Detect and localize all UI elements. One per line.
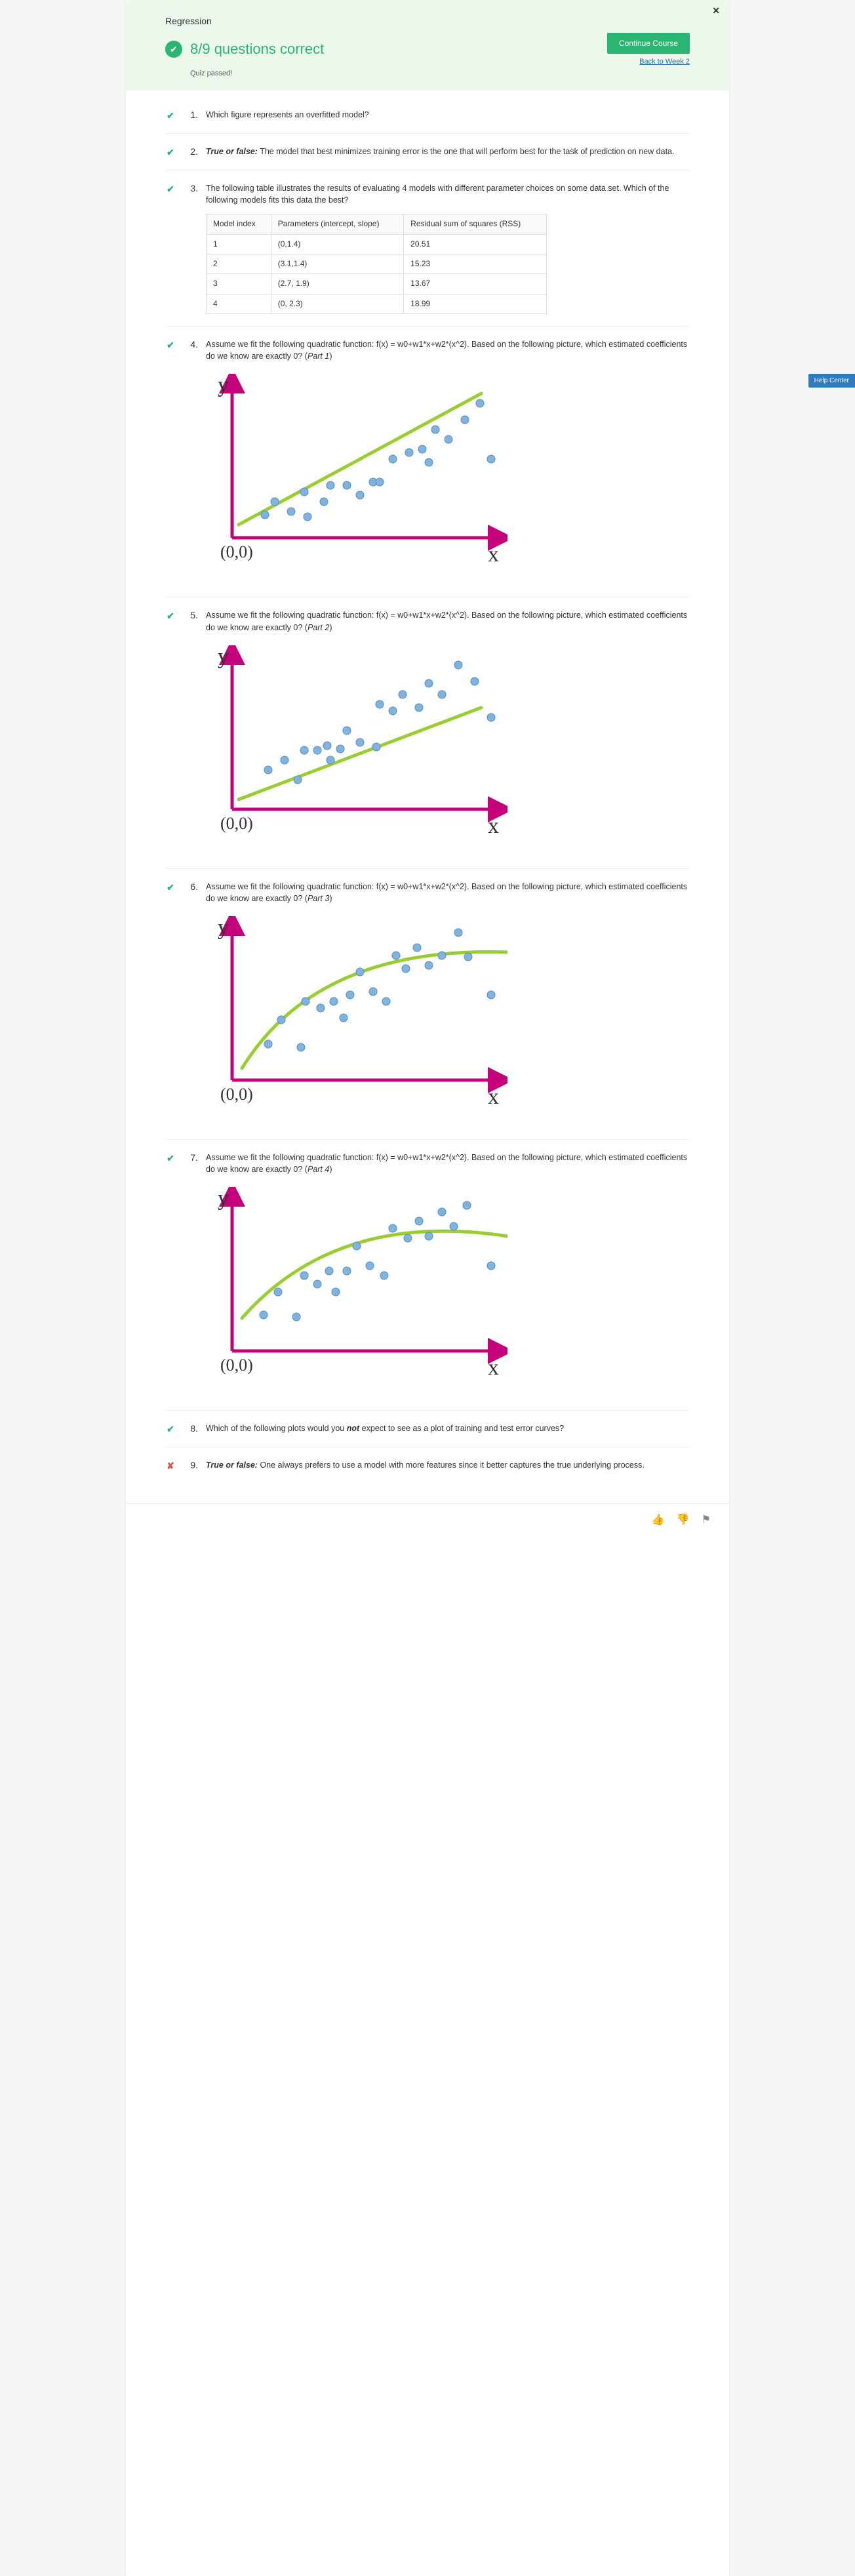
thumbs-down-icon[interactable]: 👎 (677, 1513, 690, 1526)
question-number: 6. (184, 881, 198, 892)
question-text: Which of the following plots would you n… (206, 1422, 690, 1434)
svg-text:(0,0): (0,0) (220, 1085, 253, 1104)
question-text: Assume we fit the following quadratic fu… (206, 609, 690, 856)
question-text: Assume we fit the following quadratic fu… (206, 338, 690, 585)
table-cell: 3 (207, 274, 271, 294)
question-status-icon: ✔ (165, 184, 176, 195)
chart: y x (0,0) (206, 1187, 690, 1384)
question-number: 5. (184, 610, 198, 620)
question-item: ✔ 8. Which of the following plots would … (165, 1410, 690, 1447)
question-number: 3. (184, 183, 198, 193)
question-number: 7. (184, 1152, 198, 1163)
chart: y x (0,0) (206, 916, 690, 1113)
svg-text:(0,0): (0,0) (220, 1356, 253, 1375)
chart: y x (0,0) (206, 374, 690, 571)
question-status-icon: ✔ (165, 611, 176, 622)
svg-text:x: x (488, 542, 499, 567)
question-number: 4. (184, 339, 198, 350)
table-header: Residual sum of squares (RSS) (404, 214, 547, 234)
feedback-bar: 👍 👎 ⚑ (126, 1503, 729, 1535)
table-row: 2(3.1,1.4)15.23 (207, 254, 547, 274)
question-item: ✔ 6. Assume we fit the following quadrat… (165, 868, 690, 1139)
question-text: Which figure represents an overfitted mo… (206, 109, 690, 121)
table-cell: 15.23 (404, 254, 547, 274)
table-cell: 4 (207, 294, 271, 313)
table-cell: 18.99 (404, 294, 547, 313)
table-row: 4(0, 2.3)18.99 (207, 294, 547, 313)
question-item: ✔ 4. Assume we fit the following quadrat… (165, 326, 690, 597)
quiz-header: Regression ✔ 8/9 questions correct Conti… (126, 0, 729, 91)
question-number: 8. (184, 1423, 198, 1434)
continue-course-button[interactable]: Continue Course (607, 33, 690, 54)
question-item: ✔ 1. Which figure represents an overfitt… (165, 97, 690, 133)
question-item: ✔ 7. Assume we fit the following quadrat… (165, 1139, 690, 1410)
question-status-icon: ✔ (165, 882, 176, 893)
svg-text:y: y (218, 374, 229, 397)
table-row: 3(2.7, 1.9)13.67 (207, 274, 547, 294)
question-item: ✘ 9. True or false: One always prefers t… (165, 1447, 690, 1483)
quiz-score: 8/9 questions correct (190, 41, 324, 58)
question-number: 1. (184, 110, 198, 120)
question-number: 2. (184, 146, 198, 157)
table-header: Model index (207, 214, 271, 234)
question-text: Assume we fit the following quadratic fu… (206, 881, 690, 1127)
data-table: Model indexParameters (intercept, slope)… (206, 214, 547, 314)
chart: y x (0,0) (206, 645, 690, 842)
svg-text:y: y (218, 645, 229, 669)
svg-text:x: x (488, 814, 499, 838)
question-status-icon: ✔ (165, 1424, 176, 1435)
svg-text:(0,0): (0,0) (220, 814, 253, 833)
question-text: The following table illustrates the resu… (206, 182, 690, 314)
question-item: ✔ 2. True or false: The model that best … (165, 133, 690, 170)
close-icon[interactable]: ✕ (712, 5, 720, 16)
table-cell: 20.51 (404, 234, 547, 254)
question-status-icon: ✔ (165, 147, 176, 158)
table-cell: 1 (207, 234, 271, 254)
question-status-icon: ✔ (165, 110, 176, 121)
question-number: 9. (184, 1460, 198, 1470)
table-row: 1(0,1.4)20.51 (207, 234, 547, 254)
thumbs-up-icon[interactable]: 👍 (652, 1513, 665, 1526)
check-circle-icon: ✔ (165, 41, 182, 58)
table-cell: (2.7, 1.9) (271, 274, 403, 294)
svg-text:y: y (218, 916, 229, 940)
table-cell: (0,1.4) (271, 234, 403, 254)
svg-text:x: x (488, 1356, 499, 1380)
question-text: True or false: The model that best minim… (206, 146, 690, 157)
svg-text:(0,0): (0,0) (220, 542, 253, 561)
back-to-week-link[interactable]: Back to Week 2 (639, 58, 690, 66)
table-cell: 2 (207, 254, 271, 274)
svg-text:x: x (488, 1085, 499, 1109)
quiz-title: Regression (165, 16, 690, 26)
help-center-tab[interactable]: Help Center (808, 374, 855, 388)
flag-icon[interactable]: ⚑ (702, 1513, 711, 1526)
question-text: Assume we fit the following quadratic fu… (206, 1152, 690, 1398)
question-text: True or false: One always prefers to use… (206, 1459, 690, 1471)
question-item: ✔ 5. Assume we fit the following quadrat… (165, 597, 690, 868)
svg-text:y: y (218, 1187, 229, 1211)
table-header: Parameters (intercept, slope) (271, 214, 403, 234)
question-status-icon: ✘ (165, 1460, 176, 1472)
question-status-icon: ✔ (165, 1153, 176, 1164)
question-status-icon: ✔ (165, 340, 176, 351)
question-list: ✔ 1. Which figure represents an overfitt… (126, 91, 729, 1503)
table-cell: (3.1,1.4) (271, 254, 403, 274)
table-cell: 13.67 (404, 274, 547, 294)
quiz-passed-label: Quiz passed! (190, 70, 690, 77)
question-item: ✔ 3. The following table illustrates the… (165, 170, 690, 326)
table-cell: (0, 2.3) (271, 294, 403, 313)
